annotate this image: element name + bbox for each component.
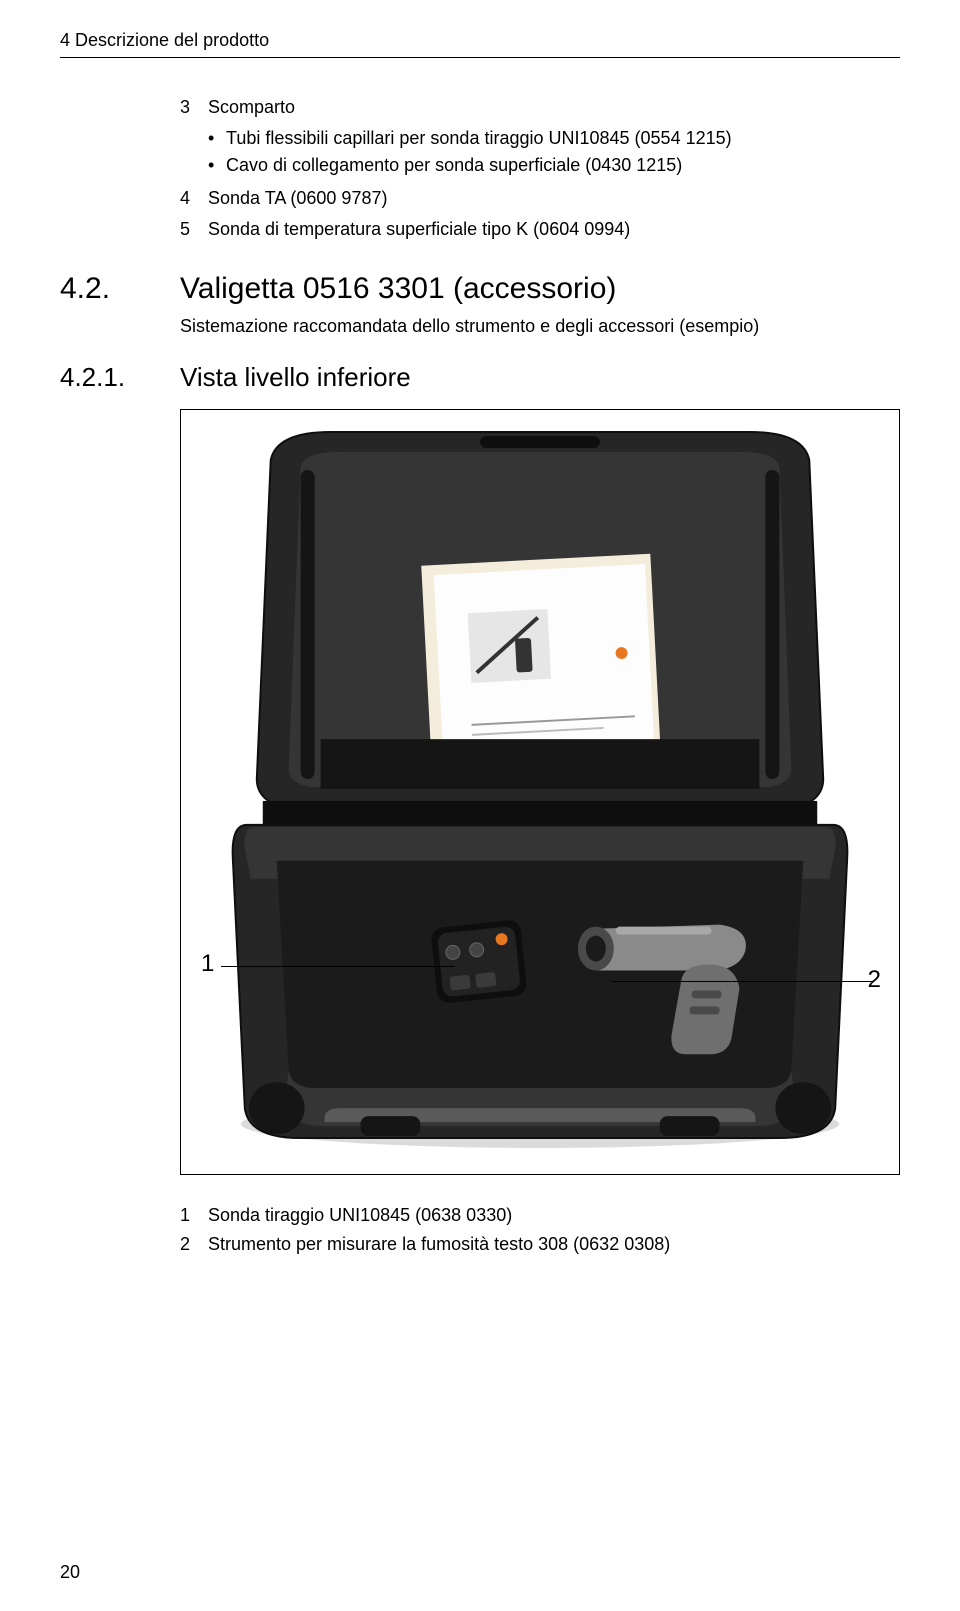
callout-line-1 xyxy=(221,966,455,967)
list-item-4: 4 Sonda TA (0600 9787) xyxy=(180,185,900,212)
section-heading: 4.2. Valigetta 0516 3301 (accessorio) xyxy=(60,271,900,307)
list-title: Scomparto xyxy=(208,94,900,121)
figure-frame: 1 2 xyxy=(180,409,900,1175)
list-number: 4 xyxy=(180,185,208,212)
list-item-3: 3 Scomparto xyxy=(180,94,900,121)
callout-line-2 xyxy=(611,981,873,982)
page-number: 20 xyxy=(60,1562,80,1583)
legend-row-2: 2 Strumento per misurare la fumosità tes… xyxy=(180,1230,900,1259)
subsection-number: 4.2.1. xyxy=(60,362,180,393)
subsection-title: Vista livello inferiore xyxy=(180,362,411,393)
bullet-list: Tubi flessibili capillari per sonda tira… xyxy=(180,125,900,179)
list-text: Sonda di temperatura superficiale tipo K… xyxy=(208,216,900,243)
page-header: 4 Descrizione del prodotto xyxy=(60,30,900,58)
bullet-item: Cavo di collegamento per sonda superfici… xyxy=(208,152,900,179)
legend-number: 1 xyxy=(180,1201,208,1230)
legend-text: Sonda tiraggio UNI10845 (0638 0330) xyxy=(208,1201,512,1230)
section-title: Valigetta 0516 3301 (accessorio) xyxy=(180,271,616,307)
section-number: 4.2. xyxy=(60,271,180,307)
list-number: 5 xyxy=(180,216,208,243)
subsection-heading: 4.2.1. Vista livello inferiore xyxy=(60,362,900,393)
callout-2: 2 xyxy=(868,966,881,994)
list-text: Sonda TA (0600 9787) xyxy=(208,185,900,212)
legend-text: Strumento per misurare la fumosità testo… xyxy=(208,1230,670,1259)
legend-row-1: 1 Sonda tiraggio UNI10845 (0638 0330) xyxy=(180,1201,900,1230)
section-description: Sistemazione raccomandata dello strument… xyxy=(180,313,900,340)
carrying-case-illustration xyxy=(181,410,899,1174)
item-list: 3 Scomparto Tubi flessibili capillari pe… xyxy=(180,94,900,243)
list-item-5: 5 Sonda di temperatura superficiale tipo… xyxy=(180,216,900,243)
callout-1: 1 xyxy=(201,950,214,978)
figure-legend: 1 Sonda tiraggio UNI10845 (0638 0330) 2 … xyxy=(180,1201,900,1259)
bullet-item: Tubi flessibili capillari per sonda tira… xyxy=(208,125,900,152)
legend-number: 2 xyxy=(180,1230,208,1259)
list-number: 3 xyxy=(180,94,208,121)
